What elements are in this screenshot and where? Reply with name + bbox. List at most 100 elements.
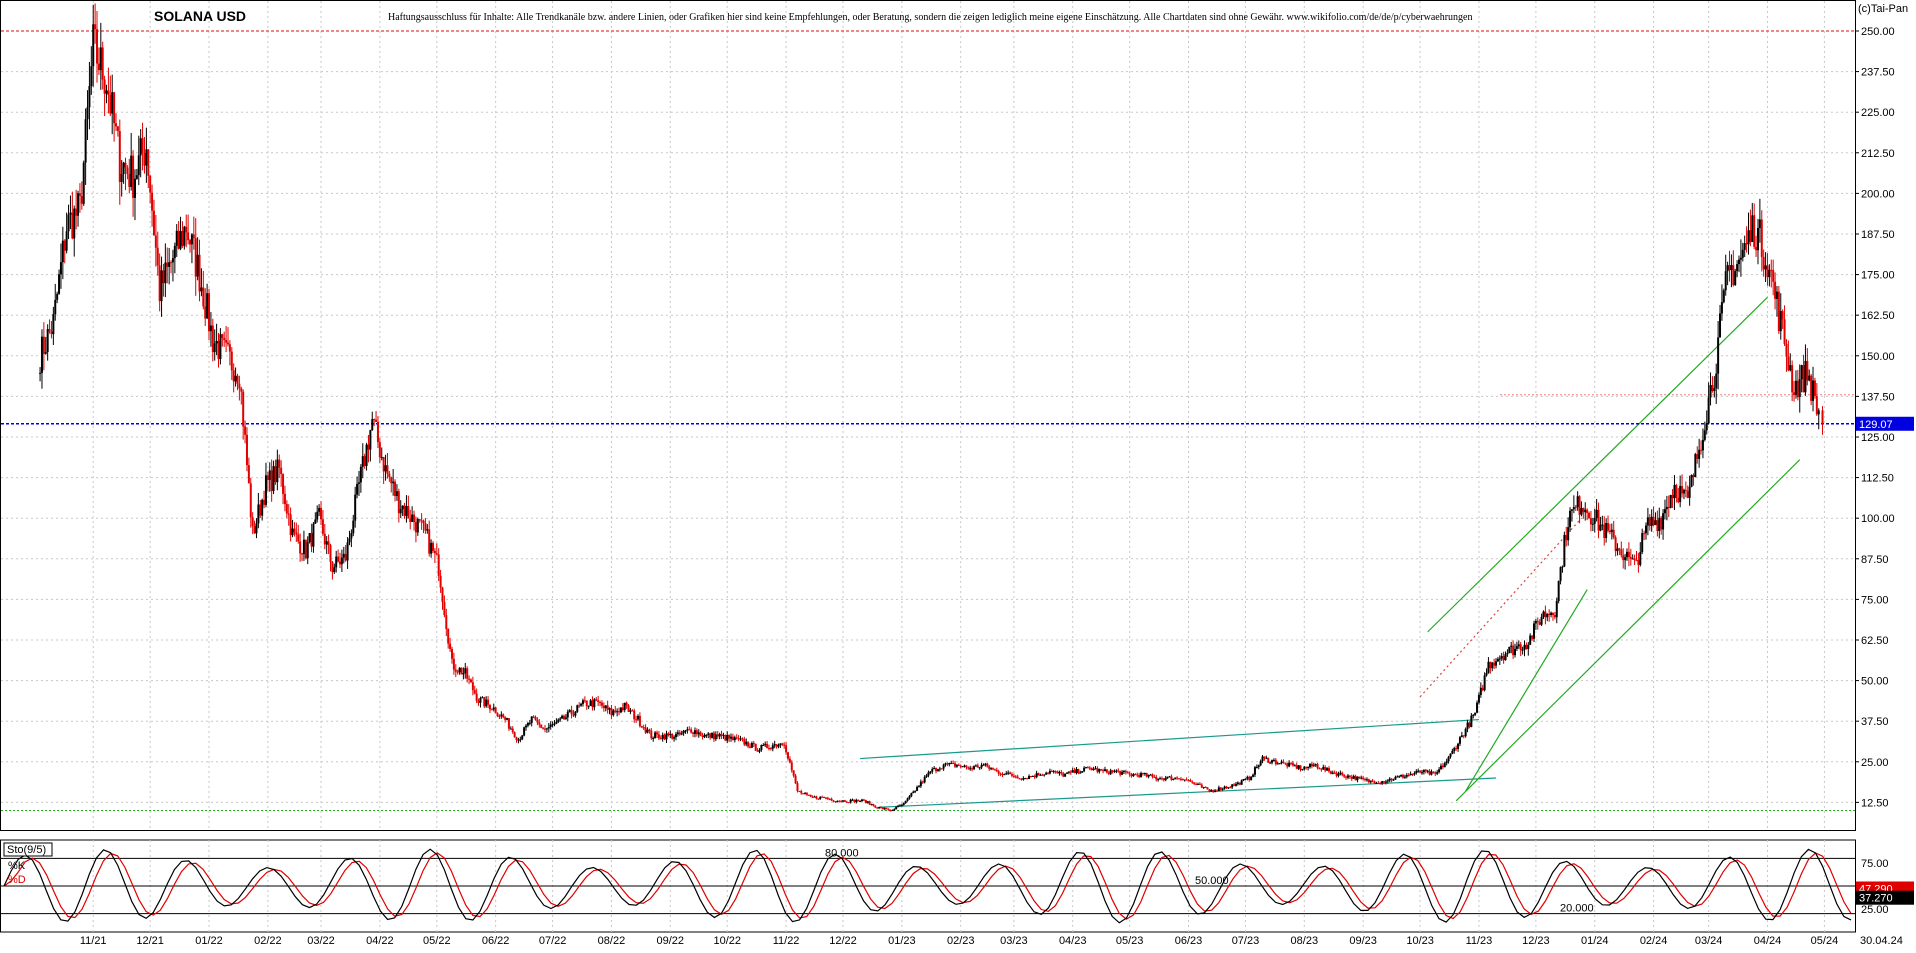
candle-body	[208, 293, 211, 332]
sto-name-box	[3, 842, 53, 857]
candle-body	[390, 477, 393, 484]
y-tick-label: 225.00	[1861, 107, 1895, 119]
candle-body	[1018, 778, 1021, 780]
candle-body	[1481, 687, 1484, 691]
candle-body	[876, 807, 879, 809]
candle-body	[637, 715, 640, 720]
candle-body	[409, 518, 412, 522]
candle-body	[299, 541, 302, 554]
candle-body	[1181, 778, 1184, 780]
candle-body	[1525, 644, 1528, 649]
candle-body	[411, 514, 414, 522]
candle-body	[862, 799, 865, 801]
candle-body	[92, 24, 95, 67]
candle-body	[536, 719, 539, 723]
candle-body	[838, 801, 841, 803]
candle-body	[762, 744, 765, 746]
candle-body	[1141, 773, 1144, 775]
candle-body	[792, 770, 795, 776]
candle-body	[270, 470, 273, 491]
candle-body	[1314, 764, 1317, 766]
candle-body	[1083, 767, 1086, 772]
candle-body	[767, 747, 770, 749]
candle-body	[1288, 762, 1291, 767]
candle-body	[788, 758, 791, 763]
candle-body	[1250, 776, 1253, 780]
candle-body	[1681, 486, 1684, 494]
candle-body	[266, 475, 269, 480]
chart-title: SOLANA USD	[154, 8, 247, 24]
candle-body	[291, 528, 294, 536]
candle-body	[1071, 770, 1074, 773]
candle-body	[1766, 265, 1769, 278]
candle-body	[392, 481, 395, 484]
candle-body	[1479, 687, 1482, 695]
candle-body	[551, 724, 554, 726]
candle-body	[559, 718, 562, 720]
candle-body	[1329, 771, 1332, 774]
candle-body	[712, 732, 715, 740]
candle-body	[1804, 360, 1807, 393]
candle-body	[709, 733, 712, 738]
candle-body	[192, 234, 195, 239]
candle-body	[1322, 766, 1325, 770]
candle-body	[424, 523, 427, 531]
candle-body	[811, 796, 814, 798]
candle-body	[1236, 782, 1239, 785]
x-tick-label: 02/24	[1640, 935, 1668, 947]
candle-body	[166, 262, 169, 267]
candle-body	[682, 730, 685, 734]
candle-body	[1348, 775, 1351, 777]
candle-body	[623, 702, 626, 711]
candle-body	[785, 745, 788, 753]
x-last-date-label: 30.04.24	[1860, 935, 1903, 947]
candle-body	[711, 732, 714, 738]
candle-body	[1548, 613, 1551, 616]
grid-layer	[0, 0, 1856, 933]
candle-body	[285, 504, 288, 514]
candle-body	[602, 705, 605, 709]
sto-y-tick-label: 25.00	[1861, 904, 1889, 916]
candle-body	[1365, 779, 1368, 781]
y-tick-label: 175.00	[1861, 270, 1895, 282]
candle-body	[944, 763, 947, 765]
candle-body	[851, 799, 854, 801]
candle-body	[1362, 777, 1365, 780]
candle-body	[1105, 769, 1108, 773]
candle-body	[707, 733, 710, 735]
candle-body	[1707, 397, 1710, 424]
y-tick-label: 150.00	[1861, 351, 1895, 363]
candle-body	[954, 763, 957, 767]
candle-body	[580, 703, 583, 706]
candle-body	[420, 520, 423, 522]
candle-body	[1122, 771, 1125, 773]
candle-body	[667, 733, 670, 736]
candle-body	[1354, 776, 1357, 781]
x-tick-label: 02/22	[254, 935, 282, 947]
candle-body	[885, 808, 888, 810]
candle-body	[439, 575, 442, 588]
candle-body	[1470, 715, 1473, 727]
disclaimer-text: Haftungsausschluss für Inhalte: Alle Tre…	[388, 12, 1473, 23]
candle-body	[61, 240, 64, 263]
candle-body	[999, 773, 1002, 775]
candle-body	[724, 734, 727, 741]
candle-body	[1570, 509, 1573, 511]
candle-body	[1449, 753, 1452, 757]
candle-body	[731, 736, 734, 741]
candle-body	[1009, 772, 1012, 775]
candle-body	[135, 175, 138, 179]
candle-body	[1345, 776, 1348, 778]
candle-body	[113, 92, 116, 124]
y-tick-label: 87.50	[1861, 554, 1889, 566]
candle-body	[517, 739, 520, 741]
candle-body	[1001, 773, 1004, 775]
candle-body	[591, 700, 594, 708]
candle-body	[1726, 265, 1729, 272]
candle-body	[1515, 646, 1518, 649]
candle-body	[1701, 439, 1704, 451]
candle-body	[483, 697, 486, 707]
candle-body	[743, 739, 746, 745]
candle-body	[1375, 782, 1378, 784]
